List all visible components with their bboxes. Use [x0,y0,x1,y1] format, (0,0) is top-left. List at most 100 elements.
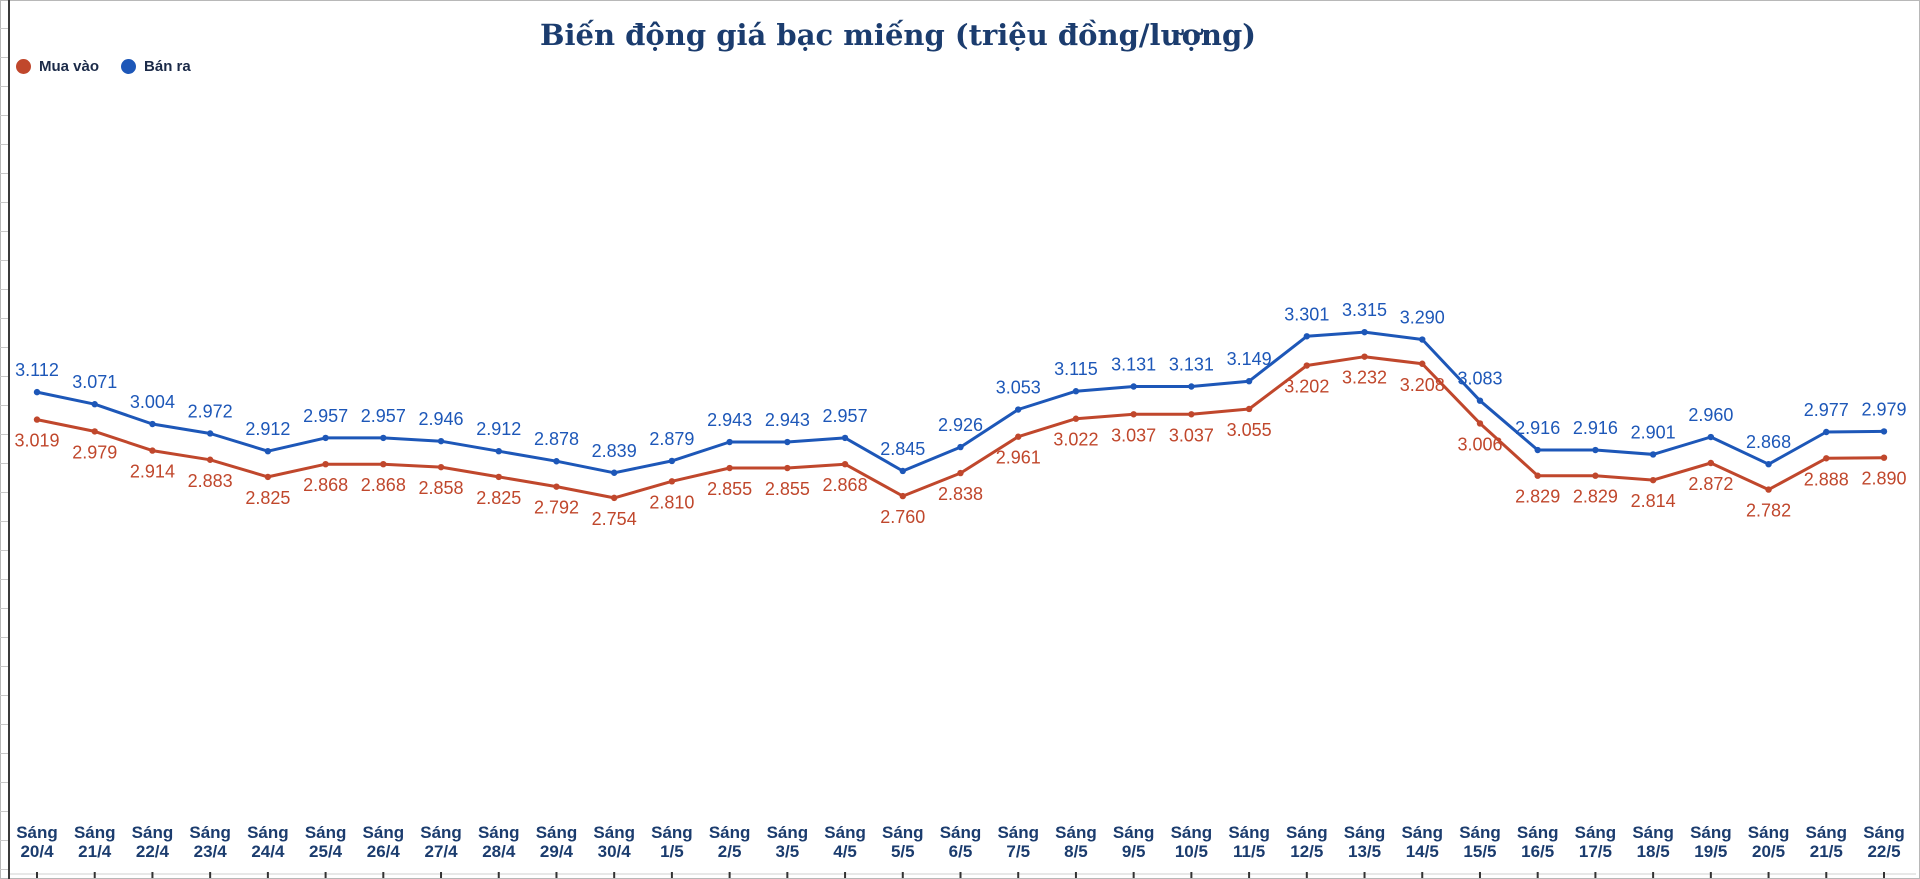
data-label-buy: 2.838 [938,484,983,504]
data-point-buy [380,460,387,468]
data-label-sell: 3.131 [1111,355,1156,375]
data-label-buy: 3.232 [1342,368,1387,388]
data-label-buy: 2.890 [1861,469,1906,489]
data-point-sell [149,420,156,428]
x-tick-label: Sáng 17/5 [1575,823,1617,861]
data-label-sell: 2.972 [188,401,233,421]
data-point-sell [1130,383,1137,390]
series-line-sell [36,330,1885,475]
data-label-buy: 2.825 [476,488,521,508]
data-label-buy: 2.858 [419,478,464,498]
x-tick-label: Sáng 9/5 [1113,823,1155,861]
data-label-buy: 2.855 [707,479,752,499]
x-tick-label: Sáng 8/5 [1055,823,1097,861]
data-point-sell [1419,336,1426,343]
data-point-sell [841,434,849,442]
data-point-buy [553,483,560,490]
data-point-sell [668,457,676,465]
data-point-buy [1534,472,1541,479]
x-tick-label: Sáng 21/4 [74,823,116,861]
data-label-sell: 2.943 [707,410,752,430]
data-point-buy [1707,459,1715,467]
x-tick-label: Sáng 13/5 [1344,823,1386,861]
data-label-sell: 2.943 [765,410,810,430]
x-tick-label: Sáng 15/5 [1459,823,1501,861]
data-label-sell: 3.112 [15,360,59,380]
data-label-sell: 2.845 [880,439,925,459]
data-point-sell [1592,446,1599,454]
data-point-buy [1476,420,1484,427]
data-point-buy [1823,455,1830,462]
data-point-sell [1361,328,1368,336]
data-point-sell [957,443,964,451]
data-label-buy: 2.855 [765,479,810,499]
data-label-buy: 2.760 [880,507,925,527]
x-tick-label: Sáng 20/4 [16,823,58,861]
data-point-sell [553,458,560,465]
data-point-sell [437,437,445,445]
data-label-buy: 3.202 [1284,377,1329,397]
data-label-buy: 2.868 [303,475,348,495]
legend-marker-sell [121,59,137,74]
data-label-buy: 3.037 [1111,425,1156,445]
data-point-sell [1534,446,1541,454]
x-tick-label: Sáng 25/4 [305,823,347,861]
data-point-buy [437,463,445,471]
data-label-sell: 2.957 [361,406,406,426]
data-point-buy [33,416,41,423]
data-label-sell: 2.912 [476,419,521,439]
legend-item-sell: Bán ra [121,58,191,75]
data-label-sell: 2.957 [823,406,868,426]
data-label-buy: 2.754 [592,509,637,529]
x-tick-label: Sáng 29/4 [536,823,578,861]
legend-item-buy: Mua vào [16,58,99,75]
data-label-sell: 2.979 [1861,399,1906,419]
data-point-buy [957,469,964,477]
data-point-buy [264,473,272,481]
data-label-sell: 2.901 [1631,422,1676,442]
data-point-buy [1765,486,1772,493]
data-label-buy: 2.979 [72,442,117,462]
data-label-buy: 2.782 [1746,501,1791,521]
data-point-sell [495,447,502,455]
data-point-buy [610,494,618,502]
x-tick-label: Sáng 7/5 [997,823,1039,861]
data-label-sell: 3.315 [1342,300,1387,320]
data-label-buy: 2.825 [245,488,290,508]
data-point-buy [841,460,849,468]
data-point-buy [1015,433,1022,440]
chart-title: Biến động giá bạc miếng (triệu đồng/lượn… [540,18,1256,52]
x-tick-label: Sáng 18/5 [1632,823,1674,861]
x-tick-label: Sáng 23/4 [189,823,231,861]
data-point-sell [206,430,214,437]
data-label-buy: 3.022 [1053,430,1098,450]
data-point-sell [899,467,906,475]
data-point-sell [322,434,329,442]
data-label-buy: 3.006 [1457,434,1502,454]
data-point-sell [1072,388,1080,395]
legend-label-sell: Bán ra [144,58,191,75]
data-label-buy: 2.961 [996,448,1041,468]
data-point-buy [899,492,906,500]
data-label-sell: 3.083 [1457,369,1502,389]
data-label-sell: 2.946 [419,409,464,429]
x-tick-label: Sáng 27/4 [420,823,462,861]
data-label-sell: 3.053 [996,378,1041,398]
data-label-buy: 3.055 [1227,420,1272,440]
data-label-sell: 3.004 [130,392,175,412]
data-point-sell [1707,433,1715,441]
x-tick-label: Sáng 12/5 [1286,823,1328,861]
data-label-buy: 3.037 [1169,425,1214,445]
data-label-buy: 2.888 [1804,469,1849,489]
data-label-buy: 2.868 [361,475,406,495]
x-tick-label: Sáng 22/4 [132,823,174,861]
x-tick-label: Sáng 11/5 [1228,823,1270,861]
data-point-buy [1592,472,1599,479]
data-point-sell [1649,451,1657,458]
data-label-buy: 2.829 [1515,487,1560,507]
data-point-buy [91,428,98,435]
x-tick-label: Sáng 3/5 [767,823,809,861]
data-point-buy [1361,353,1368,360]
data-point-buy [1130,411,1137,418]
